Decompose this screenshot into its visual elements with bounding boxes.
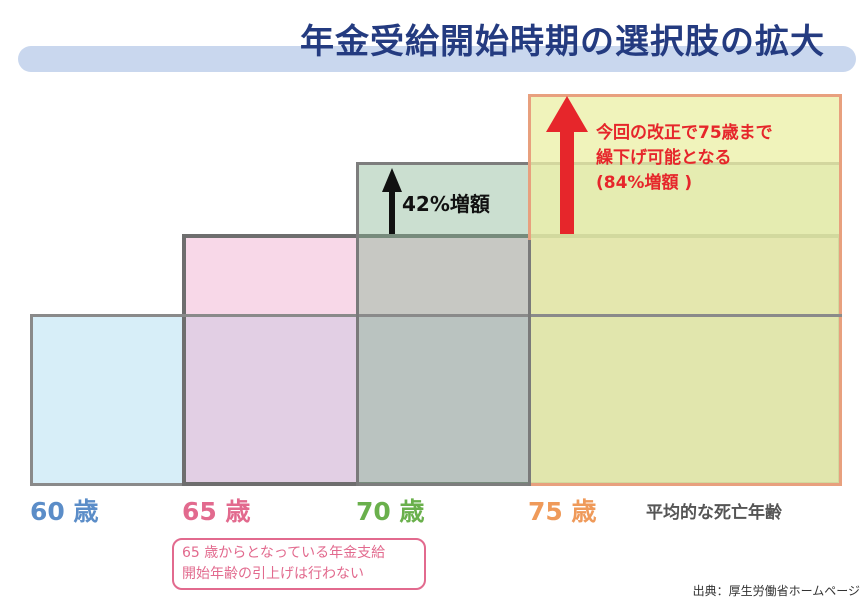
arrow-up-icon-red [546,96,588,132]
age-label-70: 70 歳 [356,497,425,526]
note-75-line1: 今回の改正で75歳まで [596,123,773,143]
note-75-line3: (84%増額 ) [596,173,693,193]
divider-age-70 [356,240,359,486]
page-title: 年金受給開始時期の選択肢の拡大 [300,22,825,62]
age-label-75: 75 歳 [528,497,597,526]
note-65-line2: 開始年齢の引上げは行わない [182,566,364,582]
age-label-65: 65 歳 [182,497,251,526]
note-75-revision: 今回の改正で75歳まで 繰下げ可能となる (84%増額 ) [596,121,773,196]
death-age-label: 平均的な死亡年齢 [646,503,782,523]
age-label-60: 60 歳 [30,497,99,526]
note-65-line1: 65 歳からとなっている年金支給 [182,545,386,561]
increase-42-label: 42%増額 [402,192,490,216]
arrow-up-icon-black [382,168,402,192]
divider-age-75 [528,240,531,486]
note-75-line2: 繰下げ可能となる [596,148,732,168]
baseline-level-line [182,314,842,317]
arrow-42-shaft [389,190,395,234]
title-bar [18,46,856,72]
source-caption: 出典：厚生労働省ホームページ [692,584,860,598]
note-65-box: 65 歳からとなっている年金支給 開始年齢の引上げは行わない [172,538,426,590]
arrow-84-shaft [560,130,574,234]
